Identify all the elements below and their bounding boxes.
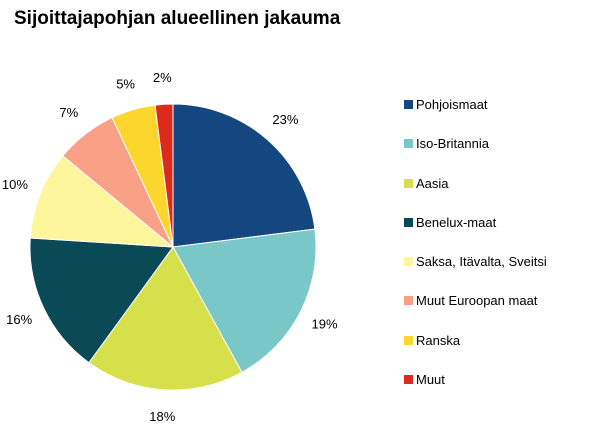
data-label-saksa-itavalta-sveitsi: 10% xyxy=(2,177,28,192)
legend-label: Aasia xyxy=(416,175,449,191)
pie-slice-iso-britannia xyxy=(172,228,317,373)
pie-slice-pohjoismaat xyxy=(172,103,316,248)
legend-item-iso-britannia: Iso-Britannia xyxy=(404,136,547,175)
chart-title: Sijoittajapohjan alueellinen jakauma xyxy=(14,8,341,29)
pie-chart: 23% 19% 18% 16% 10% 7% 5% 2% xyxy=(2,70,338,424)
legend-item-muut: Muut xyxy=(404,372,547,411)
legend-swatch xyxy=(404,257,413,267)
legend-swatch xyxy=(404,296,413,306)
pie-slice-aasia xyxy=(88,246,243,391)
data-label-benelux-maat: 16% xyxy=(6,312,32,327)
legend-item-benelux-maat: Benelux-maat xyxy=(404,215,547,254)
legend-label: Muut Euroopan maat xyxy=(416,293,538,309)
legend-swatch xyxy=(404,139,413,149)
pie-slice-muut xyxy=(154,103,174,248)
legend-swatch xyxy=(404,375,413,385)
pie-slice-benelux-maat xyxy=(29,237,174,364)
data-label-muut: 2% xyxy=(153,70,172,85)
legend-label: Saksa, Itävalta, Sveitsi xyxy=(416,254,547,270)
legend-item-ranska: Ranska xyxy=(404,333,547,372)
legend-label: Ranska xyxy=(416,332,461,348)
data-label-iso-britannia: 19% xyxy=(311,317,337,332)
data-label-aasia: 18% xyxy=(149,409,175,424)
legend-item-saksa-itavalta-sveitsi: Saksa, Itävalta, Sveitsi xyxy=(404,254,547,293)
legend-swatch xyxy=(404,100,413,109)
legend-label: Iso-Britannia xyxy=(416,136,489,152)
chart-legend: Pohjoismaat Iso-Britannia Aasia Benelux-maa… xyxy=(404,97,547,411)
legend-swatch xyxy=(404,335,413,345)
legend-label: Pohjoismaat xyxy=(416,97,488,112)
data-label-pohjoismaat: 23% xyxy=(272,112,298,127)
pie-slice-saksa-itavalta-sveitsi xyxy=(29,155,175,248)
data-label-ranska: 5% xyxy=(116,76,135,91)
legend-item-aasia: Aasia xyxy=(404,176,547,215)
legend-swatch xyxy=(404,217,413,227)
legend-item-pohjoismaat: Pohjoismaat xyxy=(404,97,547,136)
legend-label: Muut xyxy=(416,372,445,388)
legend-label: Benelux-maat xyxy=(416,214,497,230)
legend-swatch xyxy=(404,178,413,188)
legend-item-muut-euroopan-maat: Muut Euroopan maat xyxy=(404,293,547,332)
data-label-muut-euroopan-maat: 7% xyxy=(59,105,78,120)
